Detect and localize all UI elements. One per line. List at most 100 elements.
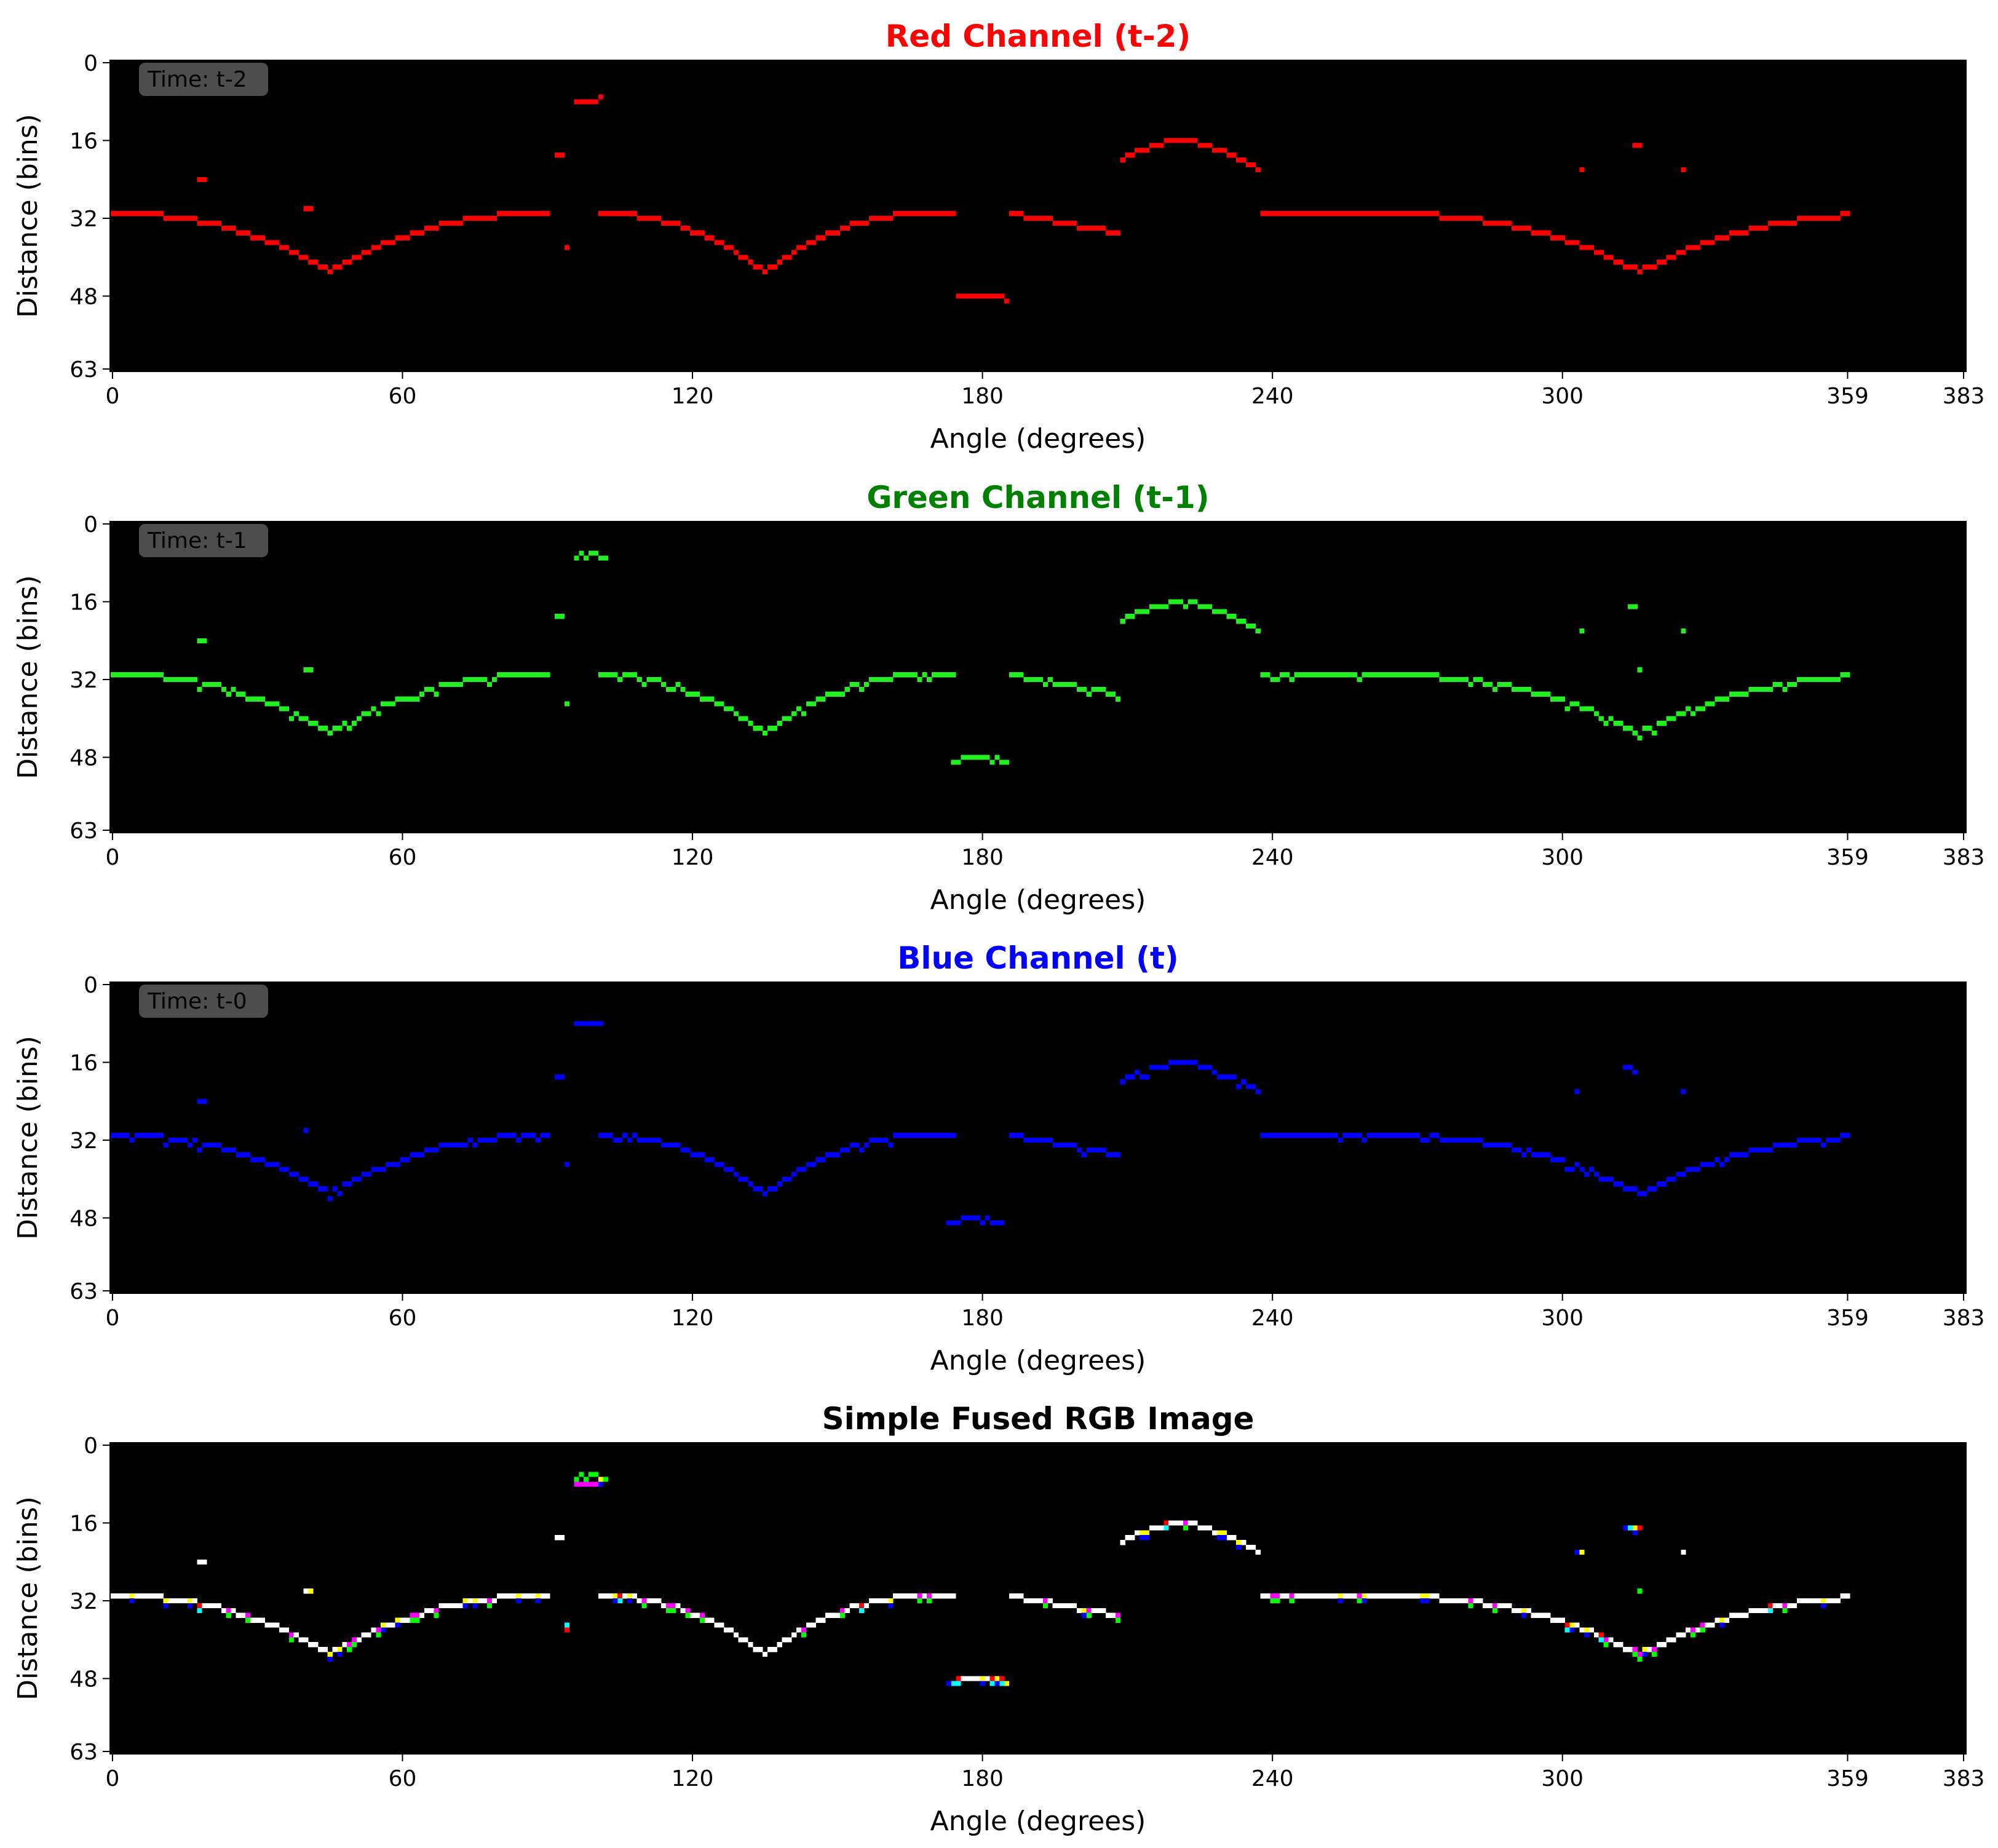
data-cell xyxy=(806,1622,811,1628)
x-tick-label: 60 xyxy=(389,384,417,409)
data-cell xyxy=(1429,1133,1435,1138)
data-cell xyxy=(763,269,768,275)
data-cell xyxy=(665,1608,671,1614)
data-cell xyxy=(1328,1593,1333,1599)
data-cell xyxy=(197,176,202,182)
data-cell xyxy=(477,1138,483,1143)
data-cell xyxy=(1676,711,1681,716)
data-cell xyxy=(1613,1181,1619,1187)
data-cell xyxy=(593,99,599,105)
x-tick-label: 180 xyxy=(961,845,1004,870)
data-cell xyxy=(1569,1627,1575,1633)
data-cell xyxy=(719,1162,724,1167)
data-cell xyxy=(598,555,603,561)
data-cell xyxy=(1647,1186,1652,1192)
data-cell xyxy=(1521,1612,1527,1618)
data-cell xyxy=(685,1147,691,1153)
data-cell xyxy=(1047,677,1053,683)
data-cell xyxy=(216,1603,222,1609)
data-cell xyxy=(308,667,314,673)
data-cell xyxy=(540,211,545,216)
data-cell xyxy=(632,211,637,216)
data-cell xyxy=(390,240,395,245)
data-cell xyxy=(946,1220,951,1226)
data-cell xyxy=(1333,1133,1338,1138)
data-cell xyxy=(158,1133,164,1138)
data-cell xyxy=(153,1593,159,1599)
data-cell xyxy=(1023,1598,1029,1604)
data-cell xyxy=(1748,225,1754,231)
data-cell xyxy=(1695,245,1701,250)
data-cell xyxy=(927,1593,932,1599)
data-cell xyxy=(361,250,367,255)
data-cell xyxy=(1284,672,1290,678)
data-cell xyxy=(603,1477,608,1482)
data-cell xyxy=(636,216,642,221)
data-cell xyxy=(337,1647,343,1652)
data-cell xyxy=(743,1176,748,1182)
data-cell xyxy=(1588,1627,1595,1633)
data-cell xyxy=(462,216,468,221)
data-cell xyxy=(212,220,217,226)
data-cell xyxy=(1275,1598,1280,1604)
data-cell xyxy=(1622,726,1628,731)
data-cell xyxy=(1743,230,1749,236)
data-cell xyxy=(1023,216,1029,221)
data-cell xyxy=(1487,220,1493,226)
data-cell xyxy=(438,1603,444,1609)
data-cell xyxy=(888,677,894,683)
data-cell xyxy=(1376,672,1382,678)
data-cell xyxy=(1250,162,1256,168)
data-cell xyxy=(385,240,391,245)
data-cell xyxy=(651,216,657,221)
data-cell xyxy=(264,701,270,707)
data-cell xyxy=(124,672,130,678)
data-cell xyxy=(564,1627,569,1633)
data-cell xyxy=(1632,1530,1638,1536)
data-cell xyxy=(1289,1133,1294,1138)
data-cell xyxy=(883,216,889,221)
data-cell xyxy=(1821,1598,1826,1604)
data-cell xyxy=(1376,1593,1382,1599)
data-cell xyxy=(680,1608,686,1614)
data-cell xyxy=(313,1181,319,1187)
data-cell xyxy=(1042,216,1049,221)
data-cell xyxy=(482,216,488,221)
data-cell xyxy=(627,211,633,216)
data-cell xyxy=(1584,1627,1590,1633)
data-cell xyxy=(1637,269,1643,275)
data-cell xyxy=(1115,1617,1120,1623)
data-cell xyxy=(1826,677,1831,683)
data-cell xyxy=(579,1021,584,1026)
data-cell xyxy=(1086,1612,1092,1618)
data-cell xyxy=(1221,148,1227,153)
data-cell xyxy=(1062,1142,1068,1148)
data-cell xyxy=(694,1152,700,1157)
data-cell xyxy=(545,1593,550,1599)
data-cell xyxy=(1159,143,1164,148)
data-cell xyxy=(1753,225,1759,231)
data-cell xyxy=(308,1181,314,1187)
data-cell xyxy=(1647,726,1652,731)
data-cell xyxy=(197,1559,202,1564)
data-cell xyxy=(593,1021,599,1026)
data-cell xyxy=(1738,230,1744,236)
data-cell xyxy=(1216,1074,1222,1080)
data-cell xyxy=(1666,255,1671,260)
data-cell xyxy=(1463,677,1469,683)
data-cell xyxy=(385,701,391,707)
data-cell xyxy=(434,691,439,697)
data-cell xyxy=(1202,1525,1208,1531)
data-cell xyxy=(694,691,700,697)
data-cell xyxy=(665,220,671,226)
data-cell xyxy=(651,1138,657,1143)
data-cell xyxy=(1294,672,1299,678)
data-cell xyxy=(1531,1612,1536,1618)
data-cell xyxy=(462,1603,468,1609)
data-cell xyxy=(1801,1138,1807,1143)
data-cell xyxy=(226,225,231,231)
data-cell xyxy=(1796,216,1802,221)
data-cell xyxy=(603,1593,608,1599)
data-cell xyxy=(1294,211,1299,216)
data-cell xyxy=(1767,1603,1773,1609)
